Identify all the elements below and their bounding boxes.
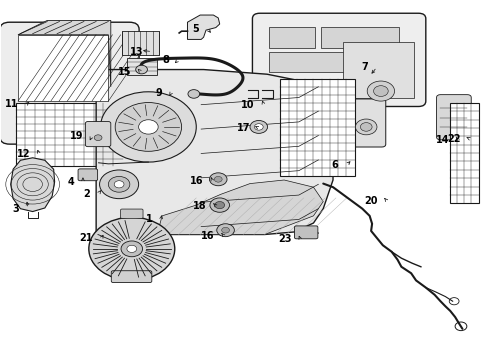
Circle shape — [217, 224, 234, 237]
Circle shape — [136, 65, 147, 74]
Text: 12: 12 — [17, 149, 30, 159]
Bar — [450, 103, 479, 203]
Bar — [343, 42, 414, 98]
Polygon shape — [11, 158, 54, 212]
Circle shape — [221, 227, 229, 233]
Circle shape — [209, 173, 227, 186]
Bar — [16, 103, 123, 166]
FancyBboxPatch shape — [121, 209, 143, 219]
Circle shape — [373, 86, 388, 96]
Circle shape — [94, 135, 102, 140]
Text: 4: 4 — [68, 177, 74, 187]
FancyBboxPatch shape — [294, 226, 318, 239]
Bar — [321, 27, 399, 48]
Text: 10: 10 — [242, 100, 255, 110]
FancyBboxPatch shape — [111, 271, 152, 283]
FancyBboxPatch shape — [85, 122, 111, 147]
Text: 16: 16 — [201, 231, 215, 240]
Text: 7: 7 — [362, 62, 368, 72]
Polygon shape — [157, 180, 323, 234]
Circle shape — [115, 103, 182, 151]
FancyBboxPatch shape — [252, 13, 426, 107]
Circle shape — [210, 198, 229, 212]
Bar — [122, 31, 159, 55]
Circle shape — [108, 176, 130, 192]
Text: 15: 15 — [118, 67, 132, 77]
Circle shape — [99, 170, 139, 199]
FancyBboxPatch shape — [0, 22, 139, 144]
Text: 8: 8 — [163, 55, 170, 65]
Circle shape — [250, 121, 268, 134]
Circle shape — [139, 120, 158, 134]
Text: 11: 11 — [4, 99, 18, 109]
Bar — [269, 27, 315, 48]
Text: 3: 3 — [13, 204, 20, 214]
Bar — [280, 79, 354, 176]
Polygon shape — [18, 21, 111, 87]
FancyBboxPatch shape — [437, 95, 471, 140]
Text: 2: 2 — [83, 189, 90, 199]
Text: 1: 1 — [146, 215, 152, 224]
Circle shape — [121, 241, 143, 257]
Text: 16: 16 — [190, 176, 203, 186]
Circle shape — [215, 202, 224, 209]
Text: 21: 21 — [79, 233, 93, 243]
FancyBboxPatch shape — [348, 99, 386, 147]
Circle shape — [355, 119, 377, 135]
Circle shape — [100, 92, 196, 162]
Polygon shape — [188, 15, 220, 40]
Text: 22: 22 — [447, 134, 461, 144]
Circle shape — [360, 123, 372, 131]
Text: 23: 23 — [278, 234, 292, 244]
Text: 13: 13 — [130, 46, 144, 57]
Text: 18: 18 — [194, 201, 207, 211]
Circle shape — [367, 81, 394, 101]
Bar — [269, 51, 398, 72]
Text: 5: 5 — [192, 24, 199, 34]
Polygon shape — [96, 69, 333, 234]
Text: 6: 6 — [331, 160, 338, 170]
Text: 17: 17 — [237, 123, 250, 133]
Circle shape — [127, 245, 137, 252]
Circle shape — [89, 217, 175, 280]
Bar — [18, 35, 108, 101]
Circle shape — [254, 124, 263, 130]
Circle shape — [188, 90, 200, 98]
Text: 14: 14 — [436, 135, 449, 145]
Text: 9: 9 — [155, 88, 162, 98]
Circle shape — [214, 176, 222, 182]
FancyBboxPatch shape — [78, 169, 98, 181]
Text: 19: 19 — [70, 131, 83, 141]
Text: 20: 20 — [365, 196, 378, 206]
Circle shape — [114, 181, 124, 188]
Bar — [127, 58, 157, 75]
